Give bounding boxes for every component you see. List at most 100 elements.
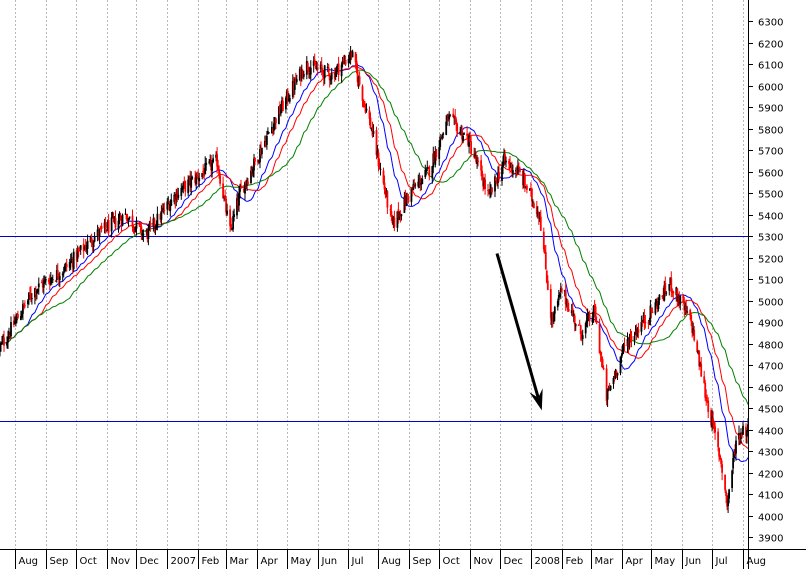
candle-body [79,245,82,250]
candle-body [647,322,650,324]
candle-body [305,61,308,75]
candles [0,46,749,513]
candle-body [15,319,17,324]
candle-body [552,313,555,322]
candle-body [280,110,282,114]
candle-body [244,182,246,194]
candle-body [329,79,332,81]
candle-body [100,225,103,229]
candle-body [246,180,248,186]
candle-body [153,218,156,228]
candle-body [712,418,714,424]
candle-body [665,292,668,294]
candle-body [273,123,275,131]
candle-body [454,116,457,119]
candle-body [78,250,81,252]
candle-body [622,345,625,348]
candle-body [70,259,73,262]
candle-body [356,70,359,83]
candle-body [477,160,479,162]
candle-body [704,382,707,398]
candle-body [83,246,86,250]
candle-body [14,321,16,324]
candle-body [571,308,574,316]
candle-body [245,180,247,185]
candle-body [306,62,309,70]
candle-body [2,338,4,343]
arrow-head [529,388,543,411]
candle-body [152,218,155,227]
candle-body [733,451,735,457]
candle-body [279,104,281,115]
candle-body [274,117,276,125]
x-tick-label: Jul [351,556,364,567]
candle-body [564,289,567,305]
candle-body [29,292,31,295]
candle-body [86,240,89,249]
candle-body [469,137,471,142]
candle-body [292,82,295,91]
candle-body [312,60,315,66]
candle-body [120,218,123,225]
candle-body [131,215,134,227]
candle-body [539,216,542,231]
candle-body [62,272,65,274]
candle-body [183,181,186,183]
candle-body [654,302,657,314]
candle-body [421,178,424,184]
candle-body [27,300,29,305]
candle-body [426,166,429,168]
candle-body [267,131,269,135]
candle-body [31,298,33,300]
candle-body [170,199,173,206]
candle-body [43,279,46,283]
candle-body [333,72,336,79]
candle-body [636,328,639,336]
candle-body [474,154,476,157]
candle-body [411,187,414,190]
candle-body [439,137,442,147]
candle-body [577,324,580,326]
candle-body [489,189,491,195]
candle-body [391,215,394,223]
candle-body [656,303,659,309]
candle-body [601,359,604,368]
candle-body [196,174,199,176]
candle-body [257,159,259,163]
x-tick-label: Apr [261,556,279,567]
candle-body [449,115,452,117]
candle-body [1,341,3,343]
candle-body [218,170,220,176]
candle-body [378,165,381,169]
candle-body [0,345,1,349]
y-tick-label: 4300 [758,448,783,459]
candle-body [719,455,721,460]
candle-body [363,101,366,104]
candle-body [197,176,200,180]
candle-body [61,273,64,276]
candle-body [307,68,310,73]
y-tick-label: 4100 [758,491,783,502]
candle-body [240,186,242,189]
candle-body [726,495,728,507]
candle-body [435,149,438,158]
y-tick-label: 6100 [758,61,783,72]
candle-body [690,315,693,322]
candle-body [375,130,378,156]
candle-body [77,249,80,252]
x-tick-label: Aug [747,556,767,567]
candle-body [190,177,193,188]
candle-body [163,209,166,211]
candle-body [721,464,723,473]
candle-body [404,197,407,205]
candle-body [669,277,672,284]
moving-average-line [0,64,749,463]
candle-body [268,132,270,134]
candle-body [145,231,148,233]
candle-body [637,329,640,333]
candle-body [225,198,227,213]
candle-body [285,97,287,110]
candle-body [706,400,709,403]
